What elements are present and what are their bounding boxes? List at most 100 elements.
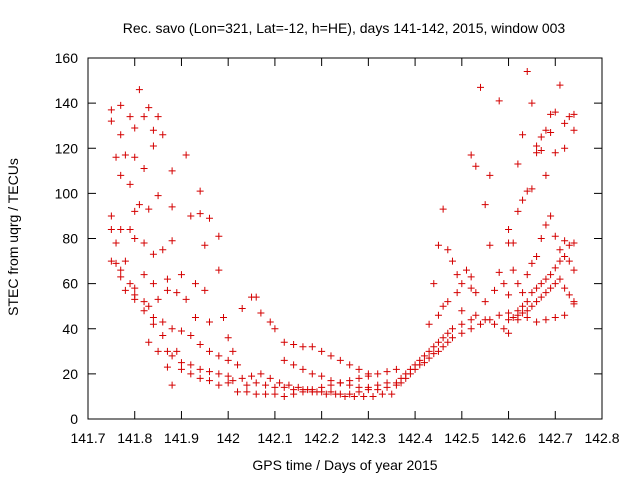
data-point	[523, 187, 531, 195]
data-point	[453, 289, 461, 297]
data-point	[196, 374, 204, 382]
data-point	[140, 298, 148, 306]
data-point	[252, 379, 260, 387]
data-point	[528, 289, 536, 297]
data-point	[551, 280, 559, 288]
data-point	[215, 232, 223, 240]
data-point	[322, 390, 330, 398]
data-point	[523, 313, 531, 321]
data-point	[420, 359, 428, 367]
data-point	[173, 289, 181, 297]
data-point	[458, 280, 466, 288]
data-point	[556, 246, 564, 254]
data-point	[117, 131, 125, 139]
data-point	[107, 212, 115, 220]
data-point	[126, 180, 134, 188]
data-point	[140, 271, 148, 279]
data-point	[346, 361, 354, 369]
data-point	[533, 253, 541, 261]
data-point	[280, 392, 288, 400]
data-point	[168, 381, 176, 389]
data-point	[177, 359, 185, 367]
x-tick-label: 142.4	[398, 430, 433, 446]
data-point	[458, 307, 466, 315]
data-point	[252, 293, 260, 301]
data-point	[107, 225, 115, 233]
data-point	[491, 320, 499, 328]
data-point	[177, 327, 185, 335]
data-point	[299, 386, 307, 394]
data-point	[547, 212, 555, 220]
data-point	[191, 280, 199, 288]
data-point	[434, 347, 442, 355]
data-point	[238, 374, 246, 382]
data-point	[234, 388, 242, 396]
data-point	[430, 350, 438, 358]
data-point	[149, 280, 157, 288]
data-point	[196, 187, 204, 195]
y-tick-label: 120	[55, 140, 79, 156]
data-point	[467, 273, 475, 281]
data-point	[547, 271, 555, 279]
data-point	[505, 225, 513, 233]
data-point	[126, 113, 134, 121]
data-point	[159, 318, 167, 326]
data-point	[121, 257, 129, 265]
data-point	[420, 352, 428, 360]
data-point	[191, 313, 199, 321]
data-point	[182, 295, 190, 303]
x-tick-label: 142	[217, 430, 241, 446]
data-point	[565, 113, 573, 121]
data-point	[519, 309, 527, 317]
data-point	[336, 390, 344, 398]
data-point	[280, 356, 288, 364]
data-point	[565, 241, 573, 249]
data-point	[369, 392, 377, 400]
y-tick-label: 0	[70, 411, 78, 427]
data-point	[154, 295, 162, 303]
data-point	[149, 250, 157, 258]
data-point	[173, 347, 181, 355]
data-point	[327, 352, 335, 360]
data-point	[154, 113, 162, 121]
data-point	[537, 147, 545, 155]
y-tick-label: 100	[55, 185, 79, 201]
data-point	[262, 381, 270, 389]
data-point	[145, 205, 153, 213]
x-tick-label: 142.6	[491, 430, 526, 446]
x-tick-label: 141.9	[164, 430, 199, 446]
data-point	[159, 131, 167, 139]
y-tick-label: 160	[55, 50, 79, 66]
data-point	[271, 383, 279, 391]
data-point	[542, 275, 550, 283]
data-point	[187, 212, 195, 220]
data-point	[439, 343, 447, 351]
data-point	[131, 291, 139, 299]
data-point	[505, 309, 513, 317]
data-point	[224, 379, 232, 387]
data-point	[547, 284, 555, 292]
data-point	[528, 259, 536, 267]
data-point	[126, 280, 134, 288]
data-point	[243, 381, 251, 389]
data-point	[551, 232, 559, 240]
data-point	[168, 325, 176, 333]
data-point	[453, 271, 461, 279]
data-point	[486, 241, 494, 249]
data-point	[346, 381, 354, 389]
data-point	[182, 151, 190, 159]
data-point	[570, 300, 578, 308]
data-point	[276, 379, 284, 387]
data-point	[177, 271, 185, 279]
data-point	[257, 370, 265, 378]
data-point	[509, 239, 517, 247]
data-point	[163, 286, 171, 294]
data-point	[514, 316, 522, 324]
data-point	[514, 160, 522, 168]
data-point	[547, 110, 555, 118]
data-point	[107, 117, 115, 125]
data-point	[205, 377, 213, 385]
data-point	[542, 221, 550, 229]
data-point	[561, 144, 569, 152]
data-point	[537, 293, 545, 301]
